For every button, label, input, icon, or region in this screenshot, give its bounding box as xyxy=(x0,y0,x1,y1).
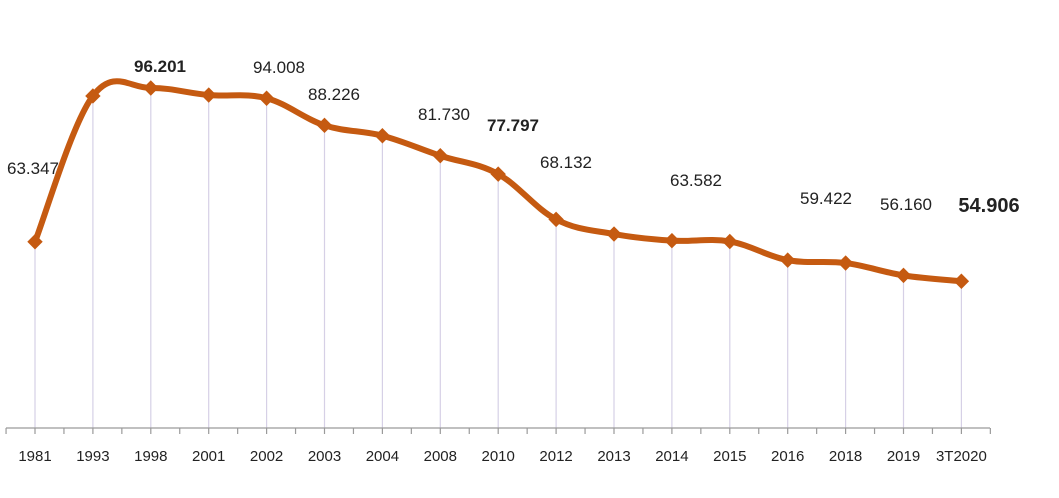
data-label: 96.201 xyxy=(134,57,186,76)
x-tick-label: 1993 xyxy=(76,448,109,465)
x-tick-label: 2013 xyxy=(597,448,630,465)
data-point-marker xyxy=(953,273,970,289)
x-tick-label: 2014 xyxy=(655,448,688,465)
data-point-marker xyxy=(27,234,43,250)
data-point-marker xyxy=(722,233,738,250)
data-point-marker xyxy=(664,232,680,249)
data-label: 94.008 xyxy=(253,58,305,77)
x-tick-label: 2001 xyxy=(192,448,225,465)
x-tick-label: 2012 xyxy=(539,448,572,465)
data-point-marker xyxy=(374,128,391,144)
data-point-marker xyxy=(837,255,854,271)
data-point-marker xyxy=(606,226,622,242)
data-point-marker xyxy=(432,148,449,164)
data-label: 56.160 xyxy=(880,195,932,214)
data-label: 63.347 xyxy=(7,159,59,178)
data-label: 77.797 xyxy=(487,116,539,135)
x-tick-label: 2002 xyxy=(250,448,283,465)
data-label: 68.132 xyxy=(540,153,592,172)
data-point-marker xyxy=(490,166,506,182)
x-tick-label: 2004 xyxy=(366,448,399,465)
x-tick-label: 2008 xyxy=(424,448,457,465)
x-tick-label: 2015 xyxy=(713,448,746,465)
data-point-marker xyxy=(316,117,333,134)
data-label: 88.226 xyxy=(308,85,360,104)
x-axis: 1981 1993 1998 2001 2002 2003 2004 2008 2010 2012… xyxy=(5,427,991,465)
data-label: 81.730 xyxy=(418,105,470,124)
data-point-marker xyxy=(258,90,275,106)
data-point-marker xyxy=(200,87,217,103)
x-tick-label: 2010 xyxy=(482,448,515,465)
x-tick-label: 2003 xyxy=(308,448,341,465)
data-label: 63.582 xyxy=(670,171,722,190)
data-point-marker xyxy=(895,267,912,284)
x-tick-label: 2019 xyxy=(887,448,920,465)
series-layer xyxy=(27,78,970,289)
data-point-marker xyxy=(779,252,796,268)
data-label: 54.906 xyxy=(958,195,1019,217)
data-point-marker xyxy=(548,211,564,228)
x-tick-label: 1998 xyxy=(134,448,167,465)
drop-lines xyxy=(34,88,963,428)
x-tick-label: 2016 xyxy=(771,448,804,465)
data-point-marker xyxy=(143,80,159,96)
data-label: 59.422 xyxy=(800,189,852,208)
x-tick-label: 1981 xyxy=(18,448,51,465)
data-point-marker xyxy=(85,88,101,104)
x-tick-label: 2018 xyxy=(829,448,862,465)
x-tick-label: 3T2020 xyxy=(936,448,987,465)
